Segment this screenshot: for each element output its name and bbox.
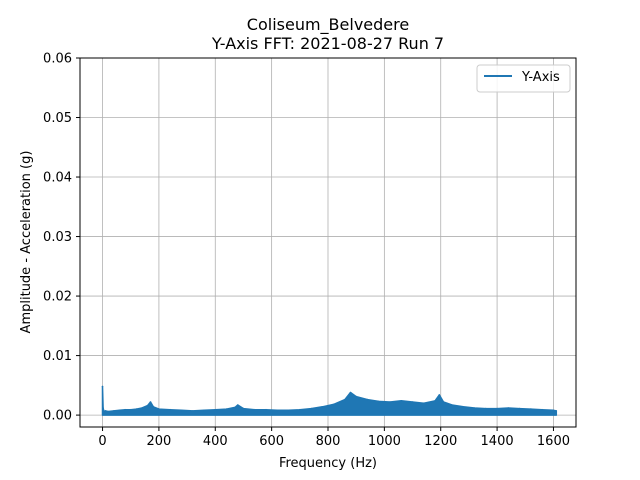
data-point [518,407,521,410]
y-tick-label: 0.02 [43,290,72,305]
data-point [321,406,324,408]
data-point [310,407,312,410]
chart-title: Coliseum_Belvedere [247,15,409,35]
y-axis-label: Amplitude - Acceleration (g) [19,151,34,334]
data-point [423,402,425,405]
series-layer [101,385,558,416]
data-point [332,403,335,406]
data-point [438,394,441,396]
data-point [530,408,532,410]
data-point [152,406,155,408]
data-point [214,408,217,411]
x-tick-label: 600 [259,434,284,449]
data-point [203,409,205,412]
data-point [555,410,558,412]
data-point [366,398,369,401]
data-point [287,409,290,412]
data-point [191,410,194,412]
chart-subtitle: Y-Axis FFT: 2021-08-27 Run 7 [211,34,444,53]
data-point [169,408,171,411]
x-tick-label: 1000 [368,434,401,449]
x-tick-label: 1200 [424,434,457,449]
data-point [101,385,104,388]
data-point [473,407,476,409]
data-point [265,408,267,411]
data-point [141,407,143,409]
data-point [234,406,236,409]
data-point [411,401,414,403]
data-point [462,406,465,408]
data-point [299,408,301,411]
x-ticks: 0 200 400 600 800 1000 1200 1400 1600 [98,427,570,449]
data-point [118,409,121,412]
data-point [158,408,160,410]
y-tick-label: 0.04 [43,171,72,186]
data-point [237,404,239,406]
data-point [355,395,358,398]
y-ticks: 0.00 0.01 0.02 0.03 0.04 0.05 0.06 [43,52,80,424]
data-point [400,400,403,402]
x-tick-label: 1400 [481,434,514,449]
y-tick-label: 0.03 [43,230,72,245]
data-point [104,410,107,412]
x-tick-label: 1600 [537,434,570,449]
data-point [124,408,126,411]
legend-box [476,64,571,93]
data-point [485,407,487,410]
x-tick-label: 800 [316,434,341,449]
data-point [102,407,104,409]
data-point [541,408,543,411]
data-point [442,401,445,403]
legend-label-y-axis: Y-Axis [521,70,560,85]
data-point [107,410,109,413]
data-point [451,404,453,406]
data-point [113,410,115,412]
x-tick-label: 0 [98,434,106,449]
data-point [135,408,138,410]
data-point [225,408,228,410]
series-line-y-axis [101,385,558,416]
y-tick-label: 0.06 [43,52,72,67]
x-tick-label: 400 [203,434,228,449]
data-point [149,401,152,403]
x-tick-label: 200 [146,434,171,449]
y-tick-label: 0.01 [43,349,72,364]
data-point [242,407,245,410]
data-point [434,400,436,402]
data-point [389,401,391,403]
data-point [146,404,149,407]
data-point [253,408,256,411]
data-point [349,391,352,394]
data-point [552,409,555,412]
legend: Y-Axis [476,64,571,93]
data-point [129,408,132,411]
data-point [103,410,105,413]
x-axis-label: Frequency (Hz) [279,456,377,471]
y-tick-label: 0.00 [43,409,72,424]
data-point [180,409,183,412]
data-point [377,400,380,403]
data-point [344,398,346,401]
data-point [276,409,279,412]
y-tick-label: 0.05 [43,111,72,126]
data-point [507,407,510,409]
data-point [496,407,498,410]
